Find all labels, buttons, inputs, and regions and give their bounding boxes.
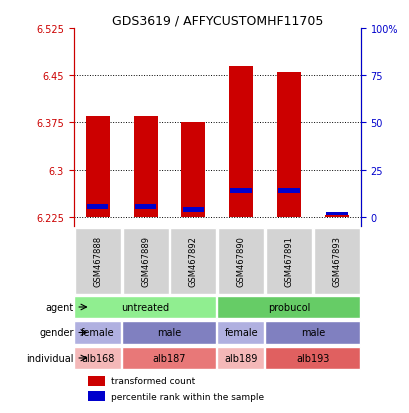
Bar (135, 204, 156, 209)
FancyBboxPatch shape (217, 321, 263, 344)
Text: alb193: alb193 (296, 353, 329, 363)
Text: probucol: probucol (267, 302, 310, 312)
Text: alb189: alb189 (224, 353, 257, 363)
FancyBboxPatch shape (265, 347, 359, 370)
Bar (88, 376, 105, 386)
Bar (230, 188, 252, 193)
FancyBboxPatch shape (217, 296, 359, 319)
Text: female: female (224, 328, 257, 338)
FancyBboxPatch shape (313, 228, 359, 294)
Bar (278, 188, 299, 193)
Text: alb168: alb168 (81, 353, 114, 363)
Text: GSM467892: GSM467892 (189, 235, 198, 286)
FancyBboxPatch shape (170, 228, 216, 294)
Text: male: male (300, 328, 324, 338)
FancyBboxPatch shape (265, 321, 359, 344)
Text: male: male (157, 328, 181, 338)
FancyBboxPatch shape (74, 321, 120, 344)
Title: GDS3619 / AFFYCUSTOMHF11705: GDS3619 / AFFYCUSTOMHF11705 (111, 15, 322, 28)
Text: female: female (81, 328, 114, 338)
Bar (85, 117, 109, 217)
Text: GSM467890: GSM467890 (236, 235, 245, 286)
Bar (229, 66, 252, 217)
Text: transformed count: transformed count (111, 377, 195, 385)
Bar (182, 208, 204, 213)
Text: agent: agent (45, 302, 74, 312)
FancyBboxPatch shape (74, 296, 216, 319)
Bar (88, 391, 105, 401)
FancyBboxPatch shape (121, 321, 216, 344)
Bar (181, 123, 205, 217)
Text: individual: individual (26, 353, 74, 363)
Text: GSM467889: GSM467889 (141, 235, 150, 286)
FancyBboxPatch shape (121, 347, 216, 370)
FancyBboxPatch shape (218, 228, 263, 294)
Text: alb187: alb187 (152, 353, 186, 363)
FancyBboxPatch shape (74, 228, 120, 294)
FancyBboxPatch shape (122, 228, 168, 294)
Text: untreated: untreated (121, 302, 169, 312)
Bar (133, 117, 157, 217)
Text: GSM467891: GSM467891 (284, 235, 293, 286)
Text: gender: gender (39, 328, 74, 338)
FancyBboxPatch shape (74, 347, 120, 370)
Text: percentile rank within the sample: percentile rank within the sample (111, 392, 263, 401)
Bar (276, 73, 300, 217)
Text: GSM467888: GSM467888 (93, 235, 102, 286)
Bar (87, 204, 108, 209)
FancyBboxPatch shape (265, 228, 311, 294)
Bar (324, 216, 348, 217)
Text: GSM467893: GSM467893 (332, 235, 341, 286)
FancyBboxPatch shape (217, 347, 263, 370)
Bar (325, 212, 347, 216)
